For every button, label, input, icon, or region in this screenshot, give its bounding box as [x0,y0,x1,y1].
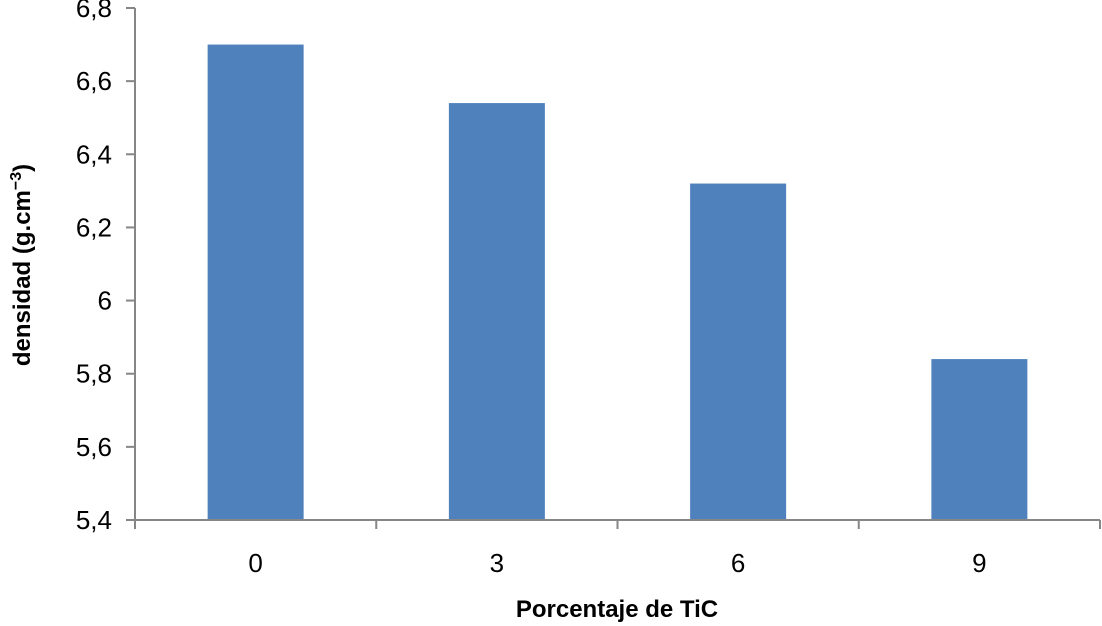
y-tick-label: 6,8 [76,0,112,23]
y-axis-title-close: ) [9,164,36,172]
y-tick-label: 5,6 [76,432,112,462]
y-tick-label: 6 [98,286,112,316]
bar-6 [690,183,787,521]
x-tick-label: 6 [731,548,745,578]
x-tick-label: 0 [248,548,262,578]
y-tick-label: 5,4 [76,505,112,535]
y-axis-title-main: densidad (g.cm [9,190,36,366]
bars-group [207,44,1028,521]
y-ticks-group: 5,4 5,6 5,8 6 6,2 6,4 6,6 6,8 [76,0,135,535]
bar-0 [207,44,304,520]
x-ticks-group: 0 3 6 9 [134,520,1101,578]
bar-3 [448,103,545,520]
y-axis-title-exponent: −3 [8,172,25,190]
y-tick-label: 6,6 [76,66,112,96]
y-axis-title: densidad (g.cm−3) [8,164,36,366]
y-tick-label: 5,8 [76,359,112,389]
y-tick-label: 6,2 [76,212,112,242]
x-tick-label: 3 [490,548,504,578]
bar-9 [931,359,1028,520]
x-tick-label: 9 [972,548,986,578]
y-tick-label: 6,4 [76,139,112,169]
x-axis-title: Porcentaje de TiC [516,596,718,623]
